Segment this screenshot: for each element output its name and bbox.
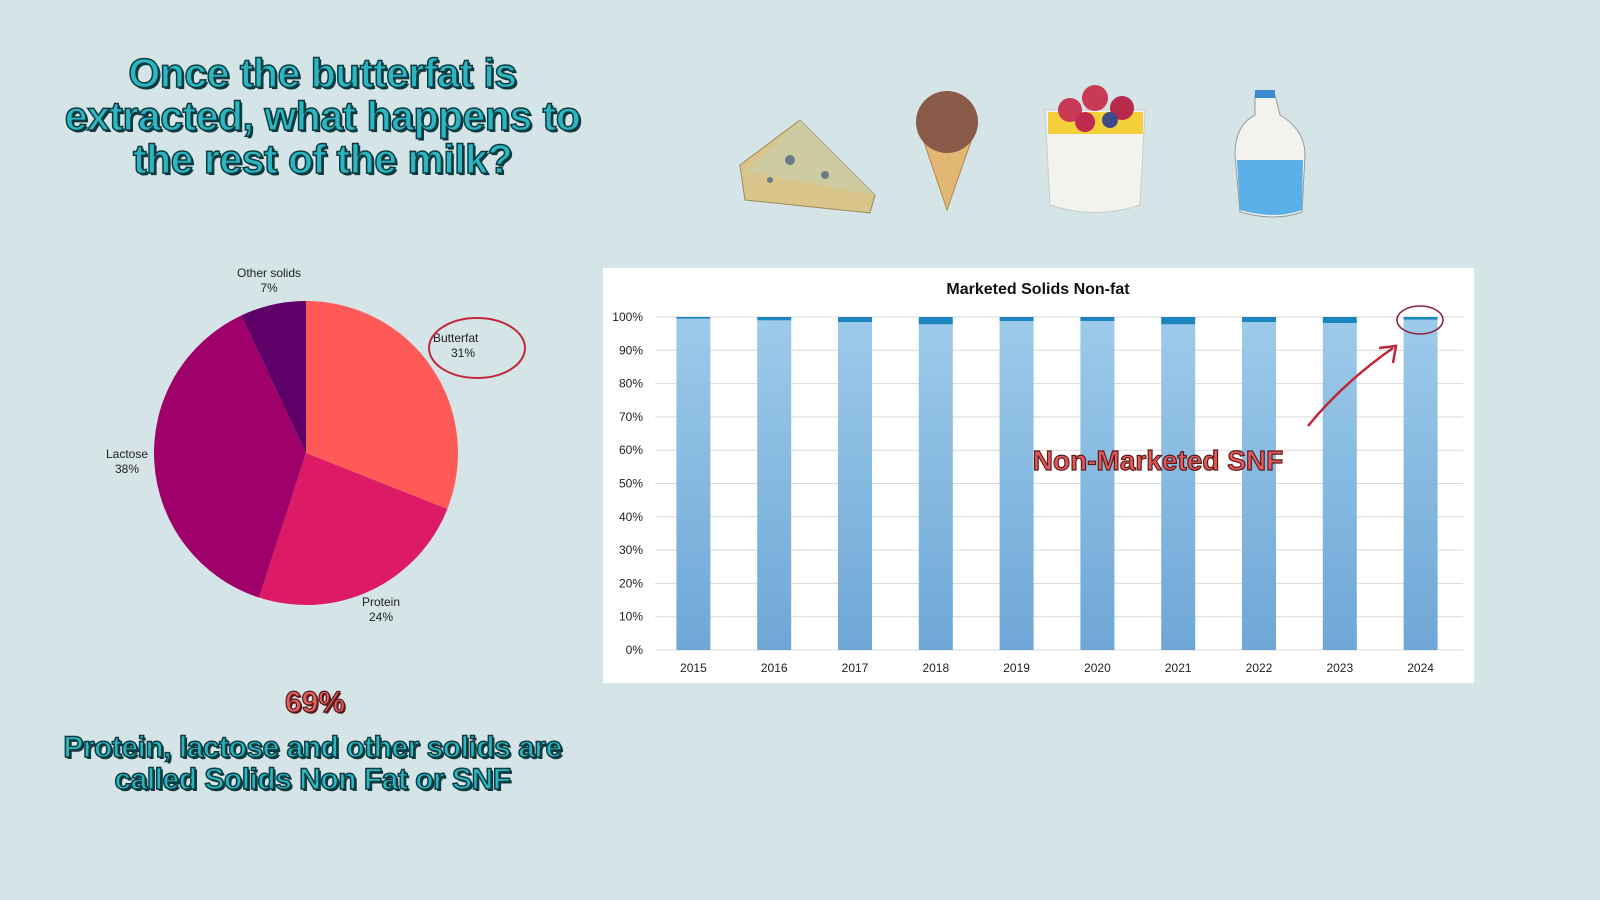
y-tick-label: 0%	[626, 643, 644, 657]
parfait-icon	[1044, 85, 1146, 213]
slide-title: Once the butterfat is extracted, what ha…	[64, 50, 582, 182]
y-tick-label: 50%	[619, 477, 643, 491]
pie-value-label: 38%	[115, 462, 139, 476]
ice-cream-icon	[916, 91, 978, 212]
x-tick-label: 2018	[922, 661, 949, 675]
bar-marketed-2020	[1080, 320, 1115, 650]
pie-label: Protein	[362, 595, 400, 609]
milk-jug-icon	[1234, 90, 1306, 218]
bar-marketed-2021	[1161, 324, 1196, 650]
pie-label: Lactose	[106, 447, 148, 461]
annotation-arrow	[1307, 346, 1394, 427]
bar-non-marketed-2024	[1403, 317, 1438, 320]
non-marketed-annotation: Non-Marketed SNF	[1033, 445, 1283, 476]
cheese-icon	[739, 119, 876, 214]
bar-marketed-2018	[918, 324, 953, 650]
y-tick-label: 30%	[619, 543, 643, 557]
bar-marketed-2023	[1322, 322, 1357, 650]
illustrations	[739, 85, 1306, 218]
bar-non-marketed-2023	[1322, 317, 1357, 323]
snf-percent: 69%	[284, 685, 346, 719]
bar-marketed-2019	[999, 320, 1034, 650]
x-tick-label: 2023	[1326, 661, 1353, 675]
bar-non-marketed-2017	[838, 317, 872, 322]
bar-marketed-2016	[757, 320, 792, 650]
bar-non-marketed-2015	[676, 317, 711, 319]
pie-label: Butterfat	[433, 331, 479, 345]
snf-caption: Protein, lactose and other solids are ca…	[63, 731, 563, 797]
x-tick-label: 2020	[1084, 661, 1111, 675]
y-tick-label: 80%	[619, 377, 643, 391]
y-tick-label: 70%	[619, 410, 643, 424]
bar-non-marketed-2022	[1242, 317, 1276, 322]
pie-slice-lactose	[154, 315, 306, 598]
arrow-head-icon	[1378, 344, 1398, 364]
bar-chart: Marketed Solids Non-fat 0% 10% 20% 30% 40% 50…	[612, 281, 1463, 675]
x-tick-label: 2019	[1003, 661, 1030, 675]
y-tick-label: 20%	[619, 576, 643, 590]
y-tick-label: 10%	[619, 610, 643, 624]
pie-value-label: 24%	[369, 610, 393, 624]
bar-marketed-2022	[1242, 321, 1276, 650]
x-tick-label: 2015	[680, 661, 707, 675]
bar-marketed-2015	[676, 318, 711, 650]
x-tick-label: 2022	[1246, 661, 1273, 675]
bar-chart-panel: Marketed Solids Non-fat 0% 10% 20% 30% 40% 50…	[603, 268, 1474, 683]
bar-marketed-2017	[838, 321, 872, 650]
bar-non-marketed-2021	[1161, 317, 1196, 325]
y-tick-label: 40%	[619, 510, 643, 524]
pie-label: Other solids	[237, 266, 301, 280]
pie-slice-other-solids	[241, 301, 306, 453]
x-tick-label: 2021	[1165, 661, 1192, 675]
butterfat-circle-annotation	[428, 317, 526, 379]
pie-value-label: 31%	[451, 346, 475, 360]
2024-circle-annotation	[1396, 305, 1444, 335]
pie-value-label: 7%	[260, 281, 278, 295]
bar-non-marketed-2019	[999, 317, 1034, 321]
bar-non-marketed-2020	[1080, 317, 1115, 321]
bar-marketed-2024	[1403, 319, 1438, 650]
bar-chart-title: Marketed Solids Non-fat	[946, 281, 1130, 298]
pie-slice-butterfat	[306, 301, 458, 509]
pie-slice-protein	[259, 453, 448, 606]
bar-non-marketed-2016	[757, 317, 792, 321]
x-tick-label: 2017	[842, 661, 869, 675]
y-tick-label: 100%	[612, 310, 643, 324]
x-tick-label: 2024	[1407, 661, 1434, 675]
y-tick-label: 60%	[619, 443, 643, 457]
x-tick-label: 2016	[761, 661, 788, 675]
bar-non-marketed-2018	[918, 317, 953, 325]
y-tick-label: 90%	[619, 343, 643, 357]
